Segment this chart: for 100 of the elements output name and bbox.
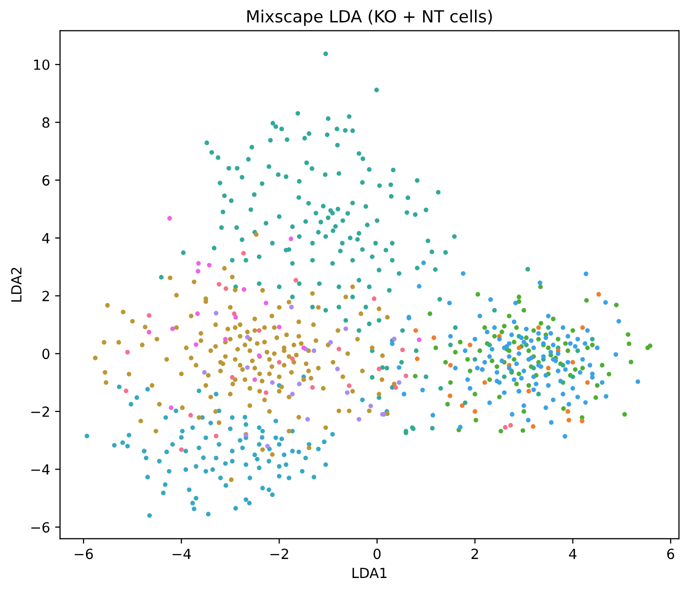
point [265, 444, 270, 448]
point [448, 394, 452, 398]
point [566, 418, 572, 422]
point [296, 382, 302, 386]
point [241, 251, 246, 256]
point [437, 296, 442, 302]
point [336, 346, 342, 352]
point [468, 342, 472, 348]
point [384, 366, 390, 370]
point [206, 262, 212, 268]
point [575, 348, 580, 354]
point [530, 424, 536, 429]
point [432, 335, 436, 340]
point [472, 409, 478, 414]
point [430, 426, 435, 431]
point [396, 380, 402, 385]
point [305, 416, 310, 422]
point [294, 278, 298, 282]
point [256, 328, 262, 333]
point [195, 311, 200, 316]
x-axis-title: LDA1 [352, 568, 386, 578]
point [416, 337, 422, 342]
x-tick-label: −6 [74, 548, 93, 560]
point [335, 366, 340, 372]
point [245, 365, 250, 370]
point [570, 374, 576, 380]
point [252, 377, 258, 382]
y-tick-label: 10 [34, 59, 50, 70]
point [376, 366, 382, 372]
point [413, 328, 418, 333]
point [590, 336, 595, 342]
y-tick-label: −2 [31, 406, 49, 417]
y-tick-label: −4 [31, 464, 50, 475]
point [264, 300, 268, 306]
point [414, 356, 420, 362]
point [482, 380, 488, 385]
point [560, 362, 566, 368]
point [276, 360, 282, 365]
point [214, 310, 218, 316]
point [328, 340, 333, 345]
point [245, 334, 250, 340]
point [372, 296, 376, 301]
point [460, 403, 465, 408]
x-tick-label: −4 [172, 548, 191, 559]
point [188, 412, 193, 418]
point [196, 261, 201, 266]
point [536, 325, 541, 330]
point [566, 409, 570, 414]
point [393, 385, 398, 390]
y-tick-label: 6 [42, 175, 50, 186]
point [168, 405, 174, 410]
point [424, 374, 428, 380]
y-tick-label: 4 [42, 233, 50, 244]
point [290, 392, 295, 396]
point [596, 292, 602, 297]
point [536, 392, 541, 396]
point [202, 370, 207, 375]
point [343, 326, 348, 332]
point [264, 390, 268, 395]
point [230, 375, 235, 380]
x-tick-label: 2 [472, 548, 478, 559]
point [288, 236, 294, 242]
point [453, 325, 458, 330]
point [399, 360, 404, 365]
point [289, 304, 294, 310]
point [526, 388, 532, 394]
point [580, 325, 585, 330]
point [368, 404, 374, 408]
point [580, 418, 584, 424]
point [448, 362, 453, 368]
point [487, 342, 492, 348]
point [170, 326, 175, 332]
point [492, 308, 497, 313]
point [242, 287, 246, 292]
y-tick-label: 2 [42, 290, 49, 302]
point [276, 324, 282, 330]
point [438, 386, 443, 391]
point [508, 423, 513, 428]
point [233, 314, 238, 320]
y-tick-label: −6 [31, 522, 50, 533]
point [400, 348, 405, 352]
point [146, 313, 152, 318]
y-axis-title: LDA2 [11, 268, 22, 302]
point [448, 342, 453, 348]
point [462, 400, 468, 406]
point [290, 356, 295, 362]
point [124, 388, 128, 394]
point [502, 425, 508, 430]
point [179, 447, 184, 452]
point [546, 366, 551, 370]
point [525, 266, 530, 272]
y-tick-label: 8 [42, 117, 50, 128]
point [502, 374, 507, 380]
point [310, 385, 315, 390]
point [223, 336, 228, 342]
point [224, 286, 228, 291]
x-tick-label: 4 [569, 548, 576, 559]
point [531, 366, 536, 370]
point [146, 330, 152, 335]
point [312, 348, 316, 354]
